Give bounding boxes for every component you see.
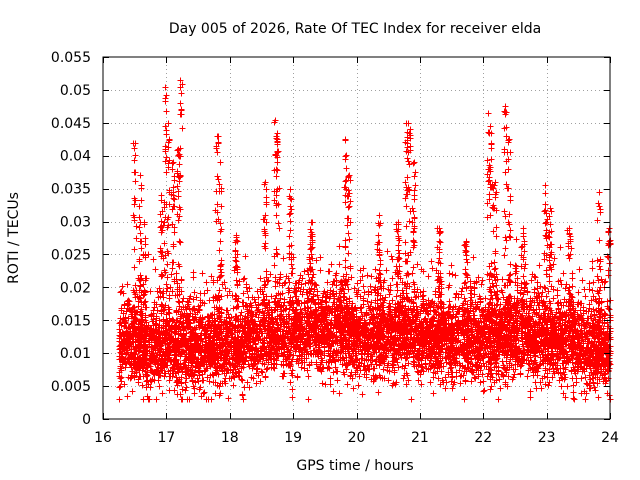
data-point [570, 382, 577, 389]
data-point [513, 236, 520, 243]
data-point [230, 373, 237, 380]
data-point [592, 387, 599, 394]
data-point [589, 287, 596, 294]
data-point [289, 386, 296, 393]
data-point [557, 244, 564, 251]
data-point [492, 265, 499, 272]
data-point [389, 297, 396, 304]
data-point [336, 261, 343, 268]
data-point [116, 384, 123, 391]
data-point [446, 282, 453, 289]
data-point [261, 361, 268, 368]
data-point [206, 378, 213, 385]
data-point [204, 287, 211, 294]
data-point [287, 379, 294, 386]
data-point [171, 387, 178, 394]
data-point [527, 394, 534, 401]
data-point [589, 258, 596, 265]
data-point [490, 283, 497, 290]
data-point [367, 283, 374, 290]
data-point [528, 277, 535, 284]
data-point [582, 374, 589, 381]
data-point [576, 266, 583, 273]
data-point [380, 366, 387, 373]
data-point [542, 381, 549, 388]
data-point [357, 305, 364, 312]
data-point [452, 294, 459, 301]
data-point [343, 366, 350, 373]
data-point [452, 272, 459, 279]
data-point [481, 387, 488, 394]
chart-title: Day 005 of 2026, Rate Of TEC Index for r… [169, 21, 541, 37]
data-point [477, 379, 484, 386]
data-point [317, 254, 324, 261]
data-point [263, 366, 270, 373]
data-point [570, 389, 577, 396]
data-point [382, 294, 389, 301]
data-point [393, 379, 400, 386]
data-point [471, 374, 478, 381]
data-point [545, 288, 552, 295]
data-point [330, 388, 337, 395]
data-point [298, 364, 305, 371]
data-point [430, 390, 437, 397]
data-point [239, 377, 246, 384]
data-point [239, 392, 246, 399]
data-point [264, 365, 271, 372]
data-point [368, 273, 375, 280]
data-point [442, 385, 449, 392]
data-points [116, 77, 614, 403]
data-point [527, 388, 534, 395]
data-point [449, 271, 456, 278]
data-point [169, 288, 176, 295]
data-point [354, 280, 361, 287]
data-point [387, 282, 394, 289]
data-point [156, 383, 163, 390]
